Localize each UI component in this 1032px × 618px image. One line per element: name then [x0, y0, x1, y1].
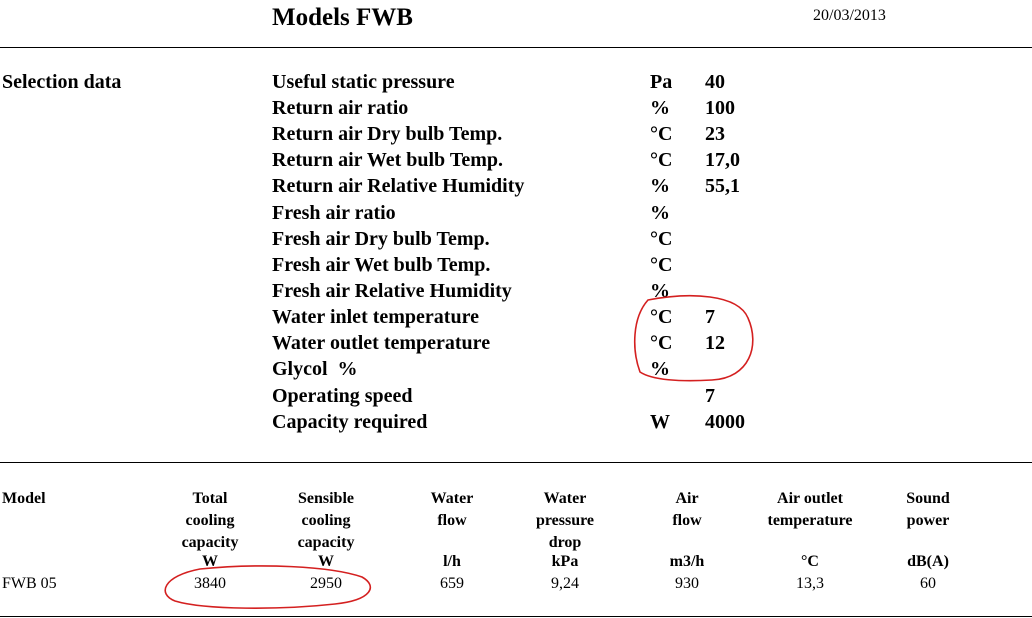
column-header-line: Total [192, 490, 228, 507]
column-header-line: Water [543, 490, 587, 507]
column-header-line: Air outlet [777, 490, 843, 507]
selection-label: Water inlet temperature [272, 306, 479, 328]
column-header-line: Air [675, 490, 699, 507]
column-header-line: cooling [185, 512, 235, 529]
selection-unit: Pa [650, 71, 673, 93]
table-cell-model: FWB 05 [2, 575, 57, 592]
column-header-line: Sensible [297, 490, 354, 507]
selection-label: Water outlet temperature [272, 332, 491, 354]
selection-value: 100 [705, 97, 735, 119]
selection-value: 7 [705, 306, 715, 328]
column-header-line: capacity [297, 534, 355, 551]
column-unit: m3/h [669, 553, 705, 570]
table-cell: 13,3 [796, 575, 824, 592]
column-header-air-outlet-temperature: Air outlet temperature [745, 488, 875, 532]
selection-unit: W [650, 411, 670, 433]
selection-value: 55,1 [705, 175, 740, 197]
column-header-model: Model [2, 488, 46, 510]
column-header-line: flow [672, 512, 702, 529]
column-unit: kPa [551, 553, 579, 570]
selection-label: Useful static pressure [272, 71, 455, 93]
column-header-line: Model [2, 490, 46, 507]
selection-label: Return air Wet bulb Temp. [272, 149, 503, 171]
selection-value: 23 [705, 123, 725, 145]
column-header-line: Sound [906, 490, 950, 507]
column-unit: dB(A) [907, 553, 949, 570]
column-header-line: power [906, 512, 950, 529]
column-header-line: Water [430, 490, 474, 507]
selection-label: Return air Relative Humidity [272, 175, 525, 197]
column-header-line: capacity [181, 534, 239, 551]
table-cell: 930 [675, 575, 699, 592]
selection-label: Fresh air Relative Humidity [272, 280, 512, 302]
column-header-line: pressure [535, 512, 595, 529]
column-header-water-flow: Water flow [392, 488, 512, 532]
selection-label: Capacity required [272, 411, 428, 433]
middle-rule [0, 462, 1032, 463]
report-date: 20/03/2013 [813, 7, 886, 24]
column-header-sensible-cooling-capacity: Sensible cooling capacity [266, 488, 386, 554]
selection-unit: °C [650, 306, 673, 328]
selection-unit: °C [650, 228, 673, 250]
column-header-line: cooling [301, 512, 351, 529]
selection-label: Return air ratio [272, 97, 409, 119]
selection-label: Fresh air Wet bulb Temp. [272, 254, 491, 276]
column-header-line: drop [548, 534, 582, 551]
selection-value: 7 [705, 385, 715, 407]
selection-unit: % [650, 175, 670, 197]
selection-unit: % [650, 280, 670, 302]
selection-data-heading: Selection data [2, 71, 122, 93]
selection-label: Return air Dry bulb Temp. [272, 123, 503, 145]
selection-label: Operating speed [272, 385, 413, 407]
table-cell: 3840 [194, 575, 226, 592]
table-cell: 659 [440, 575, 464, 592]
column-header-line: flow [437, 512, 467, 529]
column-header-water-pressure-drop: Water pressure drop [505, 488, 625, 554]
selection-unit: °C [650, 254, 673, 276]
selection-label: Fresh air Dry bulb Temp. [272, 228, 490, 250]
column-header-sound-power: Sound power [868, 488, 988, 532]
selection-value: 12 [705, 332, 725, 354]
selection-value: 17,0 [705, 149, 740, 171]
selection-unit: % [650, 97, 670, 119]
selection-unit: °C [650, 332, 673, 354]
selection-value: 40 [705, 71, 725, 93]
selection-label: Glycol % [272, 358, 358, 380]
bottom-rule [0, 616, 1032, 617]
column-unit: l/h [443, 553, 461, 570]
column-header-total-cooling-capacity: Total cooling capacity [150, 488, 270, 554]
table-cell: 9,24 [551, 575, 579, 592]
table-cell: 2950 [310, 575, 342, 592]
selection-unit: °C [650, 123, 673, 145]
selection-unit: % [650, 202, 670, 224]
column-header-line: temperature [767, 512, 853, 529]
selection-unit: °C [650, 149, 673, 171]
top-rule [0, 47, 1032, 48]
table-cell: 60 [920, 575, 936, 592]
column-unit: °C [801, 553, 819, 570]
column-header-air-flow: Air flow [627, 488, 747, 532]
column-unit: W [202, 553, 218, 570]
column-unit: W [318, 553, 334, 570]
selection-unit: % [650, 358, 670, 380]
selection-label: Fresh air ratio [272, 202, 396, 224]
page-title: Models FWB [272, 4, 413, 31]
selection-value: 4000 [705, 411, 745, 433]
